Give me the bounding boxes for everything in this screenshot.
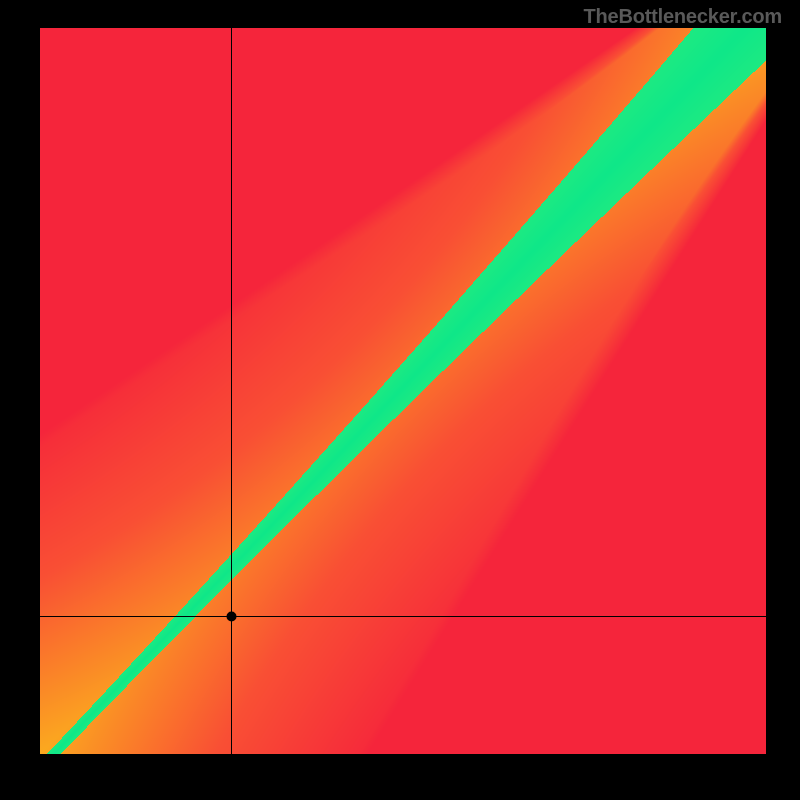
watermark-text: TheBottlenecker.com xyxy=(584,6,783,29)
chart-container: TheBottlenecker.com xyxy=(0,0,800,800)
heatmap-canvas xyxy=(40,28,766,754)
plot-area xyxy=(40,28,766,754)
